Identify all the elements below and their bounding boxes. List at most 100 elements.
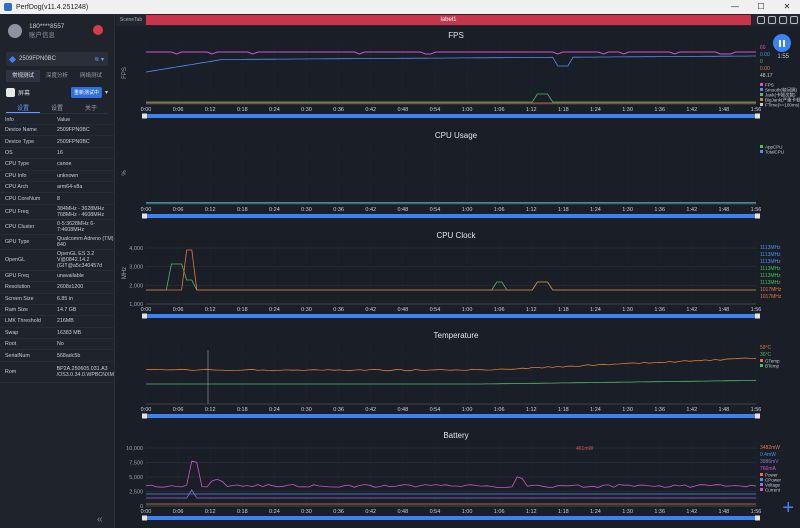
tab-settings[interactable]: 设置 bbox=[50, 106, 63, 112]
scroll-handle-left[interactable] bbox=[142, 413, 147, 419]
label-bar[interactable]: label1 bbox=[146, 15, 751, 25]
scene-tab[interactable]: SceneTab bbox=[119, 17, 143, 23]
series-value: 1017MHz bbox=[760, 287, 782, 293]
scroll-handle-left[interactable] bbox=[142, 313, 147, 319]
add-chart-button[interactable]: + bbox=[782, 497, 794, 519]
x-tick-label: 0:36 bbox=[333, 509, 344, 515]
x-tick-label: 0:12 bbox=[205, 307, 216, 313]
legend-entry: FPS bbox=[765, 83, 774, 88]
location-icon[interactable] bbox=[757, 16, 765, 24]
info-value: 2608x1200 bbox=[57, 284, 84, 291]
info-key: CPU CoreNum bbox=[5, 195, 41, 202]
app-logo-icon bbox=[4, 3, 12, 11]
x-tick-label: 0:42 bbox=[365, 107, 376, 113]
info-key: Device Type bbox=[5, 138, 35, 145]
x-tick-label: 1:00 bbox=[462, 207, 473, 213]
legend-swatch bbox=[760, 145, 763, 148]
x-tick-label: 1:42 bbox=[686, 509, 697, 515]
folder-icon[interactable] bbox=[779, 16, 787, 24]
scroll-handle-right[interactable] bbox=[755, 113, 760, 119]
legend-entry: CPower bbox=[765, 478, 782, 483]
timeline-scrollbar[interactable] bbox=[142, 114, 760, 118]
info-value: unavailable bbox=[57, 272, 84, 279]
table-row: Device Type 2509FPN0BC bbox=[0, 136, 114, 148]
table-row: CPU Cluster 0-5:3628MHz 6-7:4608MHz bbox=[0, 220, 114, 235]
chart-title: CPU Clock bbox=[436, 231, 476, 240]
series-value: 0 bbox=[760, 59, 763, 65]
tab-deep-analysis[interactable]: 深度分析 bbox=[45, 73, 68, 79]
series-line bbox=[146, 263, 756, 291]
info-value: arm64-v8a bbox=[57, 184, 83, 191]
x-tick-label: 0:24 bbox=[269, 509, 280, 515]
table-row: CPU Freq 384MHz - 3628MHz 768MHz - 4608MH… bbox=[0, 205, 114, 220]
x-tick-label: 1:56 bbox=[751, 307, 762, 313]
y-axis-label: FPS bbox=[122, 67, 128, 79]
close-button[interactable]: ✕ bbox=[783, 2, 791, 11]
scroll-handle-left[interactable] bbox=[142, 213, 147, 219]
x-tick-label: 0:18 bbox=[237, 207, 248, 213]
device-selector[interactable]: 2509FPN0BC ≋ ▾ bbox=[6, 52, 108, 66]
x-tick-label: 0:00 bbox=[141, 407, 152, 413]
x-tick-label: 1:12 bbox=[526, 407, 537, 413]
y-tick-label: 7,500 bbox=[129, 461, 143, 467]
info-key: CPU Type bbox=[5, 161, 30, 168]
legend-swatch bbox=[760, 93, 763, 96]
legend-swatch bbox=[760, 364, 763, 367]
legend-entry: AppCPU bbox=[765, 145, 783, 150]
info-key: OpenGL bbox=[5, 256, 26, 263]
chevron-down-icon[interactable]: ▾ bbox=[104, 90, 108, 96]
panel-tabs: 设置 设置 关于 bbox=[6, 103, 108, 114]
user-name: 180****8557 bbox=[29, 23, 65, 30]
x-tick-label: 1:00 bbox=[462, 407, 473, 413]
x-tick-label: 0:48 bbox=[397, 207, 408, 213]
info-value: 0-5:3628MHz 6-7:4608MHz bbox=[57, 220, 95, 233]
timeline-scrollbar[interactable] bbox=[142, 314, 760, 318]
tab-about[interactable]: 关于 bbox=[84, 106, 97, 112]
series-value: 60 bbox=[760, 45, 766, 51]
avatar[interactable] bbox=[8, 24, 22, 38]
table-row: CPU Type canoe bbox=[0, 159, 114, 171]
legend-swatch bbox=[760, 359, 763, 362]
series-value: 3482mW bbox=[760, 445, 780, 451]
x-tick-label: 0:30 bbox=[301, 207, 312, 213]
device-info-table: Info Value Device Name 2509FPN0BC Device T… bbox=[0, 115, 114, 383]
tab-normal-test[interactable]: 常规测试 bbox=[6, 70, 40, 82]
scroll-handle-right[interactable] bbox=[755, 413, 760, 419]
timeline-scrollbar[interactable] bbox=[142, 516, 760, 520]
scroll-handle-left[interactable] bbox=[142, 515, 147, 521]
x-tick-label: 1:24 bbox=[590, 307, 601, 313]
x-tick-label: 0:00 bbox=[141, 509, 152, 515]
collapse-icon[interactable]: « bbox=[97, 514, 103, 525]
title-bar: PerfDog(v11.4.251248) — ☐ ✕ bbox=[0, 0, 800, 14]
x-tick-label: 0:06 bbox=[173, 107, 184, 113]
minimize-button[interactable]: — bbox=[731, 2, 739, 11]
scroll-handle-right[interactable] bbox=[755, 515, 760, 521]
x-tick-label: 1:00 bbox=[462, 307, 473, 313]
maximize-button[interactable]: ☐ bbox=[757, 2, 765, 11]
x-tick-label: 0:54 bbox=[430, 407, 441, 413]
scroll-handle-right[interactable] bbox=[755, 213, 760, 219]
legend-swatch bbox=[760, 103, 763, 106]
scroll-handle-left[interactable] bbox=[142, 113, 147, 119]
timeline-scrollbar[interactable] bbox=[142, 414, 760, 418]
account-info-link[interactable]: 账户信息 bbox=[29, 32, 55, 39]
tab-device-info[interactable]: 设置 bbox=[6, 103, 40, 113]
record-icon[interactable] bbox=[93, 25, 103, 35]
x-tick-label: 0:48 bbox=[397, 407, 408, 413]
legend-swatch bbox=[760, 478, 763, 481]
device-icon bbox=[8, 55, 17, 63]
x-tick-label: 0:00 bbox=[141, 307, 152, 313]
cloud-icon[interactable] bbox=[790, 16, 798, 24]
x-tick-label: 1:48 bbox=[719, 207, 730, 213]
settings-icon[interactable] bbox=[768, 16, 776, 24]
retest-button[interactable]: 重新测试中 bbox=[70, 87, 102, 98]
timeline-scrollbar[interactable] bbox=[142, 214, 760, 218]
chart-title: FPS bbox=[448, 31, 464, 40]
x-tick-label: 0:06 bbox=[173, 407, 184, 413]
scroll-handle-right[interactable] bbox=[755, 313, 760, 319]
table-row: OS 16 bbox=[0, 148, 114, 160]
info-value: 16383 MB bbox=[57, 329, 82, 336]
app-selector[interactable]: 屏幕 重新测试中 ▾ bbox=[6, 86, 108, 99]
tab-network-test[interactable]: 网络测试 bbox=[79, 73, 102, 79]
pause-button[interactable] bbox=[773, 34, 791, 52]
